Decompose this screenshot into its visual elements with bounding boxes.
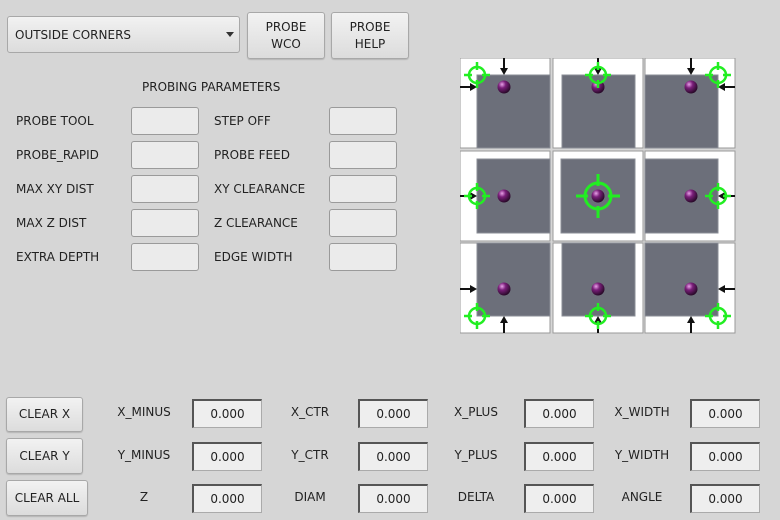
- result-label: DELTA: [457, 490, 495, 504]
- param-label: PROBE_RAPID: [16, 148, 99, 162]
- param-label: Z CLEARANCE: [214, 216, 298, 230]
- clear-y-button[interactable]: CLEAR Y: [6, 438, 83, 474]
- result-label: X_WIDTH: [614, 405, 670, 419]
- probe-mode-value: OUTSIDE CORNERS: [15, 27, 132, 42]
- result-value: 0.000: [690, 399, 760, 428]
- probe-sphere-icon: [591, 282, 605, 296]
- result-label: Y_WIDTH: [614, 448, 670, 462]
- result-label: ANGLE: [621, 490, 663, 504]
- probe-target-icon: [705, 62, 731, 88]
- result-value: 0.000: [358, 484, 428, 513]
- clear-all-button[interactable]: CLEAR ALL: [6, 480, 88, 516]
- param-label: MAX Z DIST: [16, 216, 87, 230]
- param-label: PROBE FEED: [214, 148, 290, 162]
- corner-cell-bottom-center[interactable]: [552, 242, 644, 334]
- param-label: PROBE TOOL: [16, 114, 94, 128]
- result-value: 0.000: [690, 484, 760, 513]
- probe-direction-arrow-icon: [687, 58, 695, 75]
- param-input[interactable]: [131, 175, 199, 203]
- param-label: EDGE WIDTH: [214, 250, 293, 264]
- param-label: STEP OFF: [214, 114, 271, 128]
- corner-cell-top-right[interactable]: [644, 58, 736, 149]
- probe-mode-select[interactable]: OUTSIDE CORNERS: [7, 16, 240, 53]
- param-input[interactable]: [131, 141, 199, 169]
- probe-target-icon: [464, 303, 490, 329]
- corner-cell-bottom-left[interactable]: [460, 242, 551, 334]
- param-label: XY CLEARANCE: [214, 182, 306, 196]
- clear-x-button[interactable]: CLEAR X: [6, 397, 83, 432]
- corner-cell-middle-left[interactable]: [460, 150, 551, 242]
- param-input[interactable]: [329, 175, 397, 203]
- corner-cell-bottom-right[interactable]: [644, 242, 736, 334]
- probe-direction-arrow-icon: [500, 58, 508, 75]
- result-value: 0.000: [358, 399, 428, 428]
- param-input[interactable]: [329, 141, 397, 169]
- result-value: 0.000: [192, 484, 262, 513]
- param-input[interactable]: [131, 209, 199, 237]
- probe-target-icon: [576, 174, 620, 218]
- probing-parameters-title: PROBING PARAMETERS: [142, 80, 281, 94]
- result-value: 0.000: [524, 484, 594, 513]
- result-value: 0.000: [358, 442, 428, 471]
- result-value: 0.000: [192, 399, 262, 428]
- probe-sphere-icon: [591, 189, 605, 203]
- probe-direction-arrow-icon: [460, 83, 477, 91]
- result-label: X_MINUS: [117, 405, 171, 419]
- chevron-down-icon: [226, 32, 234, 37]
- param-input[interactable]: [131, 107, 199, 135]
- probe-sphere-icon: [684, 189, 698, 203]
- result-label: Y_PLUS: [454, 448, 498, 462]
- probe-wco-button[interactable]: PROBE WCO: [247, 12, 325, 59]
- probe-direction-arrow-icon: [500, 316, 508, 333]
- corner-cell-center[interactable]: [552, 150, 644, 242]
- probe-sphere-icon: [497, 80, 511, 94]
- probe-sphere-icon: [684, 282, 698, 296]
- probe-help-button[interactable]: PROBE HELP: [331, 12, 409, 59]
- param-input[interactable]: [131, 243, 199, 271]
- result-value: 0.000: [524, 442, 594, 471]
- probe-direction-arrow-icon: [687, 316, 695, 333]
- corner-selector-diagram: [460, 58, 736, 334]
- probe-target-icon: [464, 183, 490, 209]
- param-label: MAX XY DIST: [16, 182, 94, 196]
- probe-sphere-icon: [497, 282, 511, 296]
- result-label: Y_MINUS: [117, 448, 171, 462]
- result-label: X_CTR: [290, 405, 330, 419]
- result-label: DIAM: [294, 490, 326, 504]
- probe-target-icon: [464, 62, 490, 88]
- probe-sphere-icon: [684, 80, 698, 94]
- probe-direction-arrow-icon: [460, 285, 477, 293]
- probe-direction-arrow-icon: [718, 285, 735, 293]
- result-value: 0.000: [524, 399, 594, 428]
- param-input[interactable]: [329, 209, 397, 237]
- probe-target-icon: [585, 62, 611, 88]
- probe-direction-arrow-icon: [718, 83, 735, 91]
- result-value: 0.000: [192, 442, 262, 471]
- result-label: Y_CTR: [291, 448, 329, 462]
- param-input[interactable]: [329, 243, 397, 271]
- probe-target-icon: [705, 183, 731, 209]
- probe-target-icon: [705, 303, 731, 329]
- result-label: Z: [139, 490, 149, 504]
- probe-target-icon: [585, 303, 611, 329]
- corner-cell-top-center[interactable]: [552, 58, 644, 149]
- result-label: X_PLUS: [454, 405, 498, 419]
- corner-cell-top-left[interactable]: [460, 58, 551, 149]
- param-label: EXTRA DEPTH: [16, 250, 100, 264]
- probe-sphere-icon: [497, 189, 511, 203]
- corner-cell-middle-right[interactable]: [644, 150, 736, 242]
- result-value: 0.000: [690, 442, 760, 471]
- param-input[interactable]: [329, 107, 397, 135]
